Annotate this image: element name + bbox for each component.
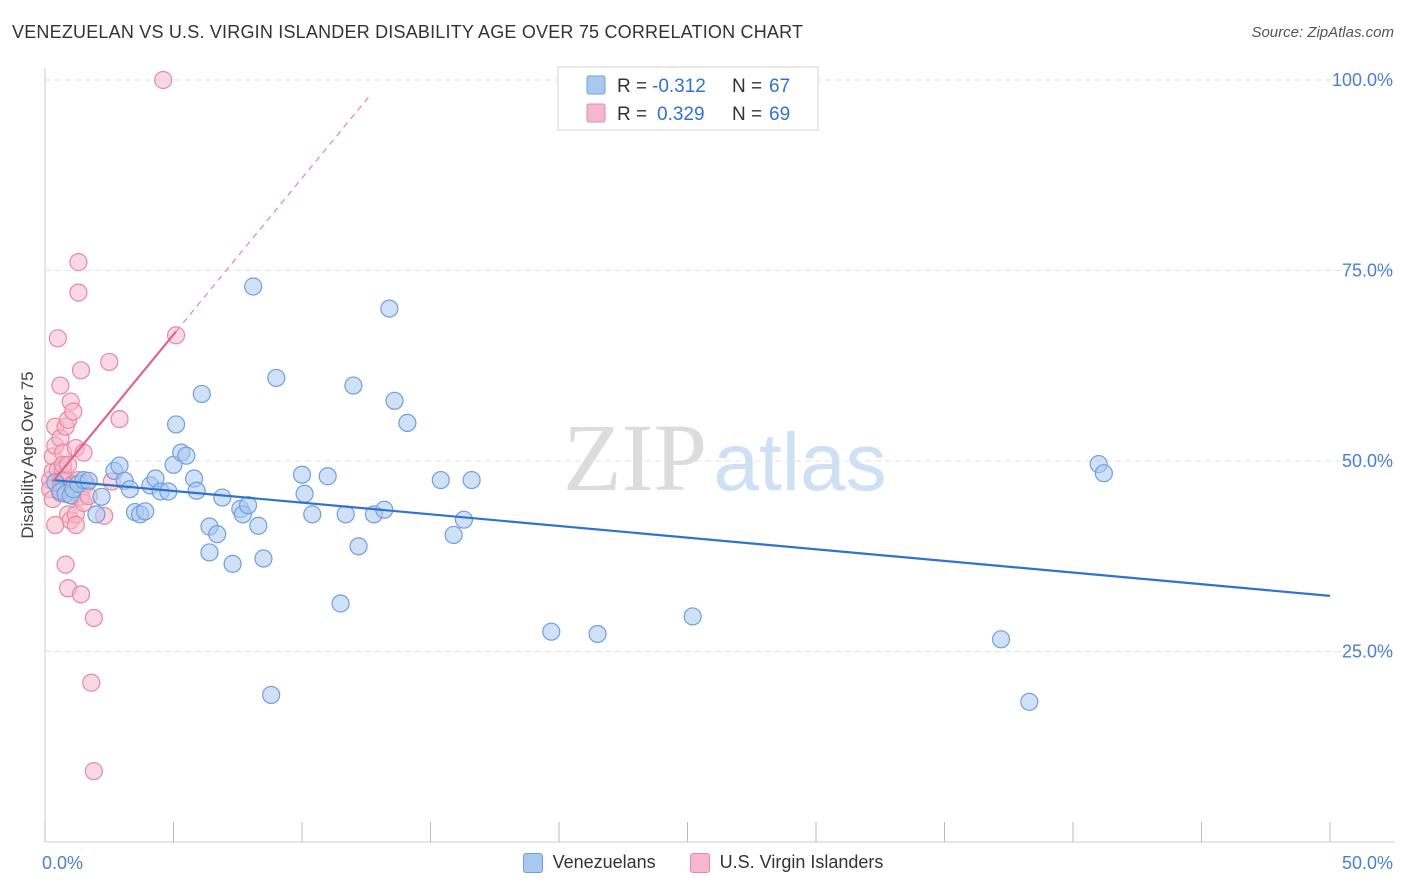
virgin-islanders-point: [51, 376, 70, 395]
trend-extension-virgin-islanders: [175, 96, 370, 332]
virgin-islanders-point: [166, 326, 186, 345]
venezuelans-point: [398, 413, 417, 432]
stats-swatch-virgin-islanders: [586, 103, 606, 123]
trend-lines: [51, 96, 1331, 597]
venezuelans-point: [136, 502, 155, 521]
bottom-legend: Venezuelans U.S. Virgin Islanders: [0, 852, 1406, 873]
venezuelans-point: [588, 624, 607, 644]
legend-label-virgin-islanders: U.S. Virgin Islanders: [719, 852, 884, 872]
virgin-islanders-point: [82, 673, 101, 692]
y-tick-labels: 25.0% 50.0% 75.0% 100.0%: [1332, 70, 1393, 662]
y-tick-label: 75.0%: [1342, 261, 1393, 281]
venezuelans-point: [683, 607, 702, 626]
venezuelans-point: [349, 537, 368, 556]
venezuelans-point: [318, 467, 337, 486]
stats-r-value-2: 0.329: [657, 104, 705, 125]
venezuelans-point: [92, 487, 111, 506]
venezuelans-point: [385, 391, 404, 410]
legend-item-virgin-islanders: U.S. Virgin Islanders: [689, 852, 884, 873]
venezuelans-point: [87, 505, 106, 524]
trend-line-virgin-islanders: [51, 330, 177, 483]
venezuelans-point: [331, 594, 350, 613]
venezuelans-point: [462, 470, 481, 490]
virgin-islanders-point: [69, 283, 88, 302]
virgin-islanders-point: [69, 253, 88, 272]
legend-label-venezuelans: Venezuelans: [552, 852, 656, 872]
x-tick-labels: 0.0% 50.0%: [42, 853, 1393, 873]
venezuelans-point: [213, 488, 232, 507]
venezuelans-point: [166, 415, 186, 434]
watermark-zip: ZIP: [563, 404, 707, 511]
virgin-islanders-point: [110, 409, 129, 429]
x-tick-label-max: 50.0%: [1342, 853, 1393, 873]
venezuelans-point: [208, 525, 227, 544]
trend-line-venezuelans: [52, 478, 1331, 597]
chart-title: VENEZUELAN VS U.S. VIRGIN ISLANDER DISAB…: [12, 22, 804, 42]
venezuelans-point: [431, 470, 450, 490]
venezuelans-point: [120, 480, 139, 499]
venezuelans-point: [79, 471, 98, 490]
venezuelans-point: [1094, 464, 1113, 483]
virgin-islanders-point: [66, 515, 85, 535]
virgin-islanders-point: [154, 70, 173, 90]
stats-n-value-1: 67: [769, 76, 790, 97]
venezuelans-point: [192, 384, 211, 404]
watermark: ZIP atlas: [563, 404, 887, 511]
x-tick-label-min: 0.0%: [42, 853, 83, 873]
venezuelans-point: [1020, 692, 1039, 711]
stats-r-label-2: R =: [617, 104, 647, 125]
virgin-islanders-point: [48, 329, 67, 348]
legend-swatch-venezuelans: [522, 852, 543, 873]
venezuelans-point: [110, 456, 129, 475]
venezuelans-point: [542, 622, 561, 641]
stats-r-value-1: -0.312: [652, 76, 706, 97]
venezuelans-point: [303, 505, 322, 524]
venezuelans-point: [262, 685, 281, 705]
stats-swatch-venezuelans: [586, 75, 606, 95]
venezuelans-point: [444, 525, 463, 545]
stats-legend: R = -0.312 N = 67 R = 0.329 N = 69: [557, 66, 819, 131]
y-tick-label: 50.0%: [1342, 451, 1393, 471]
venezuelans-point: [380, 299, 399, 318]
source-label: Source: ZipAtlas.com: [1251, 24, 1394, 41]
stats-n-value-2: 69: [769, 104, 790, 125]
virgin-islanders-point: [56, 555, 75, 574]
legend-swatch-virgin-islanders: [689, 852, 710, 873]
venezuelans-point: [344, 376, 363, 395]
venezuelans-point: [336, 505, 355, 524]
watermark-atlas: atlas: [713, 417, 886, 508]
legend-item-venezuelans: Venezuelans: [522, 852, 656, 873]
venezuelans-point: [244, 277, 263, 296]
stats-n-label-2: N =: [732, 104, 762, 125]
y-axis-label: Disability Age Over 75: [18, 371, 37, 538]
venezuelans-point: [454, 510, 474, 529]
virgin-islanders-point: [64, 402, 83, 421]
stats-r-label-1: R =: [617, 76, 647, 97]
series-venezuelans: [46, 277, 1113, 711]
venezuelans-point: [187, 481, 206, 500]
venezuelans-point: [267, 368, 286, 388]
virgin-islanders-point: [71, 361, 91, 380]
venezuelans-point: [223, 554, 242, 573]
venezuelans-point: [295, 484, 314, 503]
y-tick-label: 25.0%: [1342, 642, 1393, 662]
virgin-islanders-point: [84, 762, 103, 781]
venezuelans-point: [292, 465, 312, 484]
venezuelans-point: [254, 549, 273, 568]
stats-n-label-1: N =: [732, 76, 762, 97]
virgin-islanders-point: [71, 585, 91, 604]
venezuelans-point: [200, 543, 219, 562]
virgin-islanders-point: [84, 608, 103, 628]
grid-lines: [45, 79, 1395, 652]
y-tick-label: 100.0%: [1332, 70, 1393, 90]
series-virgin-islanders: [41, 70, 186, 781]
venezuelans-point: [249, 516, 268, 535]
venezuelans-point: [177, 446, 196, 465]
venezuelans-point: [991, 630, 1011, 649]
virgin-islanders-point: [100, 352, 119, 372]
